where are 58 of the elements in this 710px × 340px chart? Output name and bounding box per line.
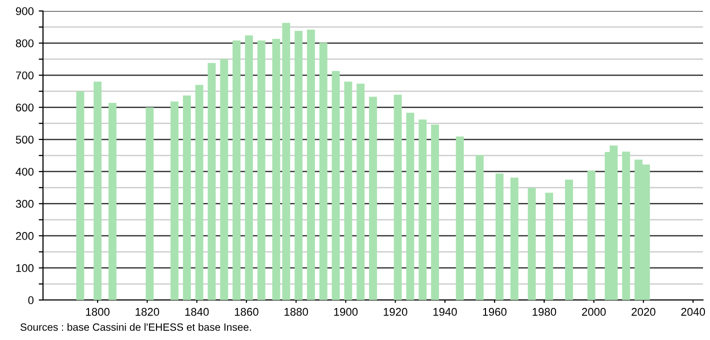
- x-tick-label: 1940: [433, 308, 457, 316]
- x-tick-label: 2040: [681, 308, 705, 316]
- bar: [510, 178, 518, 300]
- x-tick-label: 1820: [136, 308, 160, 316]
- y-tick-label: 700: [16, 71, 34, 80]
- bar: [76, 91, 84, 300]
- x-tick-label: 1860: [234, 308, 258, 316]
- bar: [565, 180, 573, 300]
- bar: [369, 96, 377, 300]
- bar: [294, 30, 303, 300]
- x-tick-label: 1920: [384, 308, 408, 316]
- bar: [182, 95, 191, 300]
- bar: [257, 40, 266, 300]
- bar: [456, 136, 464, 300]
- x-tick-label: 1900: [334, 308, 358, 316]
- bar: [528, 188, 536, 300]
- bar: [282, 22, 290, 300]
- bar: [170, 102, 178, 300]
- y-tick-label: 300: [16, 200, 34, 208]
- x-tick-label: 1960: [483, 308, 507, 316]
- source-note: Sources : base Cassini de l'EHESS et base Insee.: [20, 323, 251, 331]
- bar: [394, 94, 402, 300]
- bar: [195, 84, 204, 300]
- bar: [272, 38, 280, 300]
- bar: [94, 82, 102, 300]
- bar: [332, 71, 340, 300]
- x-tick-label: 1800: [86, 308, 110, 316]
- bar: [344, 82, 352, 300]
- x-tick-label: 2020: [632, 308, 656, 316]
- y-tick-label: 800: [16, 39, 34, 48]
- bar: [431, 124, 439, 300]
- bar: [232, 40, 241, 300]
- y-tick-label: 500: [16, 136, 34, 144]
- x-tick-label: 1840: [185, 308, 209, 316]
- x-tick-label: 2000: [582, 308, 606, 316]
- x-tick-label: 1980: [532, 308, 556, 316]
- bar: [307, 30, 315, 300]
- bar: [496, 173, 504, 300]
- bar: [208, 63, 216, 300]
- y-tick-label: 900: [16, 7, 34, 16]
- bar: [418, 120, 427, 300]
- bar: [406, 112, 414, 300]
- y-tick-label: 200: [16, 232, 34, 240]
- bar: [220, 59, 228, 300]
- y-tick-label: 100: [16, 264, 34, 272]
- bar: [319, 42, 328, 300]
- bar: [476, 155, 484, 300]
- bar: [545, 192, 554, 300]
- y-tick-label: 0: [28, 296, 34, 304]
- y-tick-label: 400: [16, 168, 34, 176]
- bar: [244, 35, 253, 300]
- bar: [587, 170, 596, 300]
- y-tick-label: 600: [16, 104, 34, 112]
- bar: [622, 152, 630, 300]
- bar: [356, 84, 365, 300]
- x-tick-label: 1880: [284, 308, 308, 316]
- bar: [108, 102, 116, 300]
- bar: [146, 107, 154, 300]
